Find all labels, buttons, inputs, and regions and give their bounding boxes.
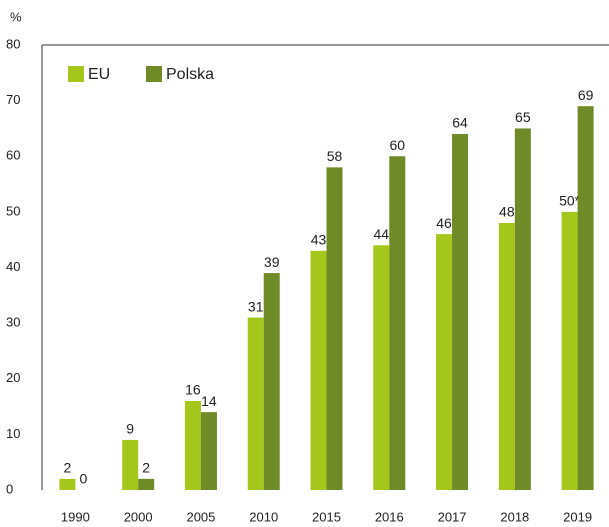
x-tick-label: 1990 <box>61 509 90 524</box>
bar <box>263 273 280 490</box>
bar <box>577 106 594 490</box>
bar <box>200 412 217 490</box>
y-tick-label: 30 <box>6 315 20 330</box>
x-tick-label: 2018 <box>500 509 529 524</box>
y-tick-label: 80 <box>6 36 20 51</box>
legend-swatch <box>146 66 162 82</box>
bar <box>514 128 531 490</box>
data-label: 60 <box>389 137 405 153</box>
data-label: 50* <box>559 193 581 209</box>
bar <box>452 134 469 490</box>
data-label: 43 <box>311 232 327 248</box>
y-axis-label: % <box>10 9 22 24</box>
x-tick-label: 2019 <box>563 509 592 524</box>
data-label: 48 <box>499 204 515 220</box>
bar <box>498 223 515 490</box>
y-tick-label: 70 <box>6 92 20 107</box>
x-tick-label: 2015 <box>312 509 341 524</box>
bar <box>436 234 453 490</box>
x-tick-label: 2016 <box>375 509 404 524</box>
legend-swatch <box>68 66 84 82</box>
bar <box>184 401 201 490</box>
y-tick-label: 0 <box>6 481 13 496</box>
bar <box>59 478 76 490</box>
data-label: 2 <box>63 460 71 476</box>
data-label: 31 <box>248 298 264 314</box>
bar <box>373 245 390 490</box>
x-tick-label: 2017 <box>438 509 467 524</box>
bar <box>561 211 578 490</box>
data-label: 69 <box>578 87 594 103</box>
data-label: 39 <box>264 254 280 270</box>
legend-label: Polska <box>166 66 214 83</box>
bar <box>247 317 264 490</box>
data-label: 14 <box>201 393 217 409</box>
data-label: 9 <box>126 421 134 437</box>
data-label: 65 <box>515 109 531 125</box>
data-label: 2 <box>142 460 150 476</box>
bar <box>310 250 327 490</box>
data-label: 64 <box>452 115 468 131</box>
y-tick-label: 50 <box>6 203 20 218</box>
x-tick-label: 2000 <box>124 509 153 524</box>
data-label: 58 <box>327 148 343 164</box>
y-tick-label: 40 <box>6 259 20 274</box>
legend-label: EU <box>88 66 110 83</box>
y-tick-label: 20 <box>6 370 20 385</box>
x-tick-label: 2010 <box>249 509 278 524</box>
bar <box>326 167 343 490</box>
data-label: 16 <box>185 382 201 398</box>
y-tick-label: 10 <box>6 426 20 441</box>
x-tick-label: 2005 <box>186 509 215 524</box>
bar <box>122 439 139 490</box>
bar <box>389 156 406 490</box>
data-label: 46 <box>436 215 452 231</box>
data-label: 0 <box>79 471 87 487</box>
bar <box>138 478 155 490</box>
y-tick-label: 60 <box>6 148 20 163</box>
data-label: 44 <box>373 226 389 242</box>
